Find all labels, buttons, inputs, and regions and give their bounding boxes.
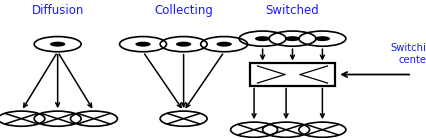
- Text: Switched: Switched: [265, 4, 319, 17]
- Bar: [249, 63, 334, 86]
- Text: Switching
center: Switching center: [389, 43, 426, 65]
- Text: Collecting: Collecting: [154, 4, 213, 17]
- Circle shape: [254, 36, 270, 41]
- Circle shape: [135, 42, 150, 47]
- Circle shape: [216, 42, 231, 47]
- Text: Diffusion: Diffusion: [32, 4, 83, 17]
- Circle shape: [314, 36, 329, 41]
- Circle shape: [50, 42, 65, 47]
- Circle shape: [176, 42, 191, 47]
- Circle shape: [284, 36, 299, 41]
